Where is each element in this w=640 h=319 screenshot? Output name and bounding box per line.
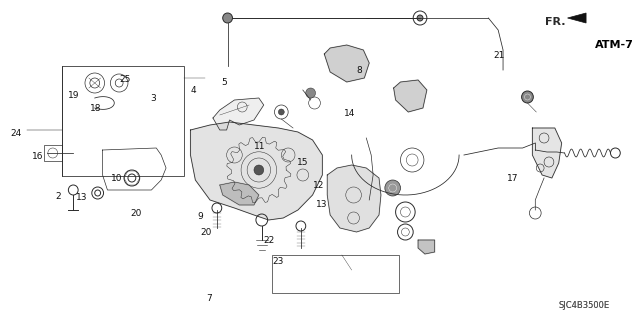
Bar — [61, 66, 184, 176]
Circle shape — [385, 180, 401, 196]
Circle shape — [278, 109, 284, 115]
Text: 11: 11 — [253, 142, 265, 151]
Text: 8: 8 — [356, 66, 362, 75]
Polygon shape — [327, 165, 381, 232]
Text: 24: 24 — [10, 130, 21, 138]
Circle shape — [306, 88, 316, 98]
Bar — [44, 145, 61, 161]
Text: 22: 22 — [263, 236, 275, 245]
Text: 13: 13 — [76, 193, 87, 202]
Text: 25: 25 — [119, 75, 131, 84]
Text: 13: 13 — [316, 200, 328, 209]
Polygon shape — [220, 182, 259, 205]
Text: FR.: FR. — [545, 17, 566, 27]
Circle shape — [254, 165, 264, 175]
Text: 15: 15 — [298, 158, 309, 167]
Text: 20: 20 — [131, 209, 142, 218]
Polygon shape — [213, 98, 264, 130]
Polygon shape — [324, 45, 369, 82]
Text: 12: 12 — [313, 181, 324, 189]
Bar — [271, 255, 399, 293]
Text: 20: 20 — [200, 228, 212, 237]
Text: ATM-7: ATM-7 — [595, 40, 634, 50]
Polygon shape — [418, 240, 435, 254]
Polygon shape — [394, 80, 427, 112]
Text: 9: 9 — [197, 212, 203, 221]
Text: 17: 17 — [507, 174, 518, 183]
Text: SJC4B3500E: SJC4B3500E — [559, 300, 610, 309]
Text: 14: 14 — [344, 109, 356, 118]
Text: 5: 5 — [221, 78, 227, 87]
Text: 18: 18 — [90, 104, 101, 113]
Text: 2: 2 — [55, 192, 61, 201]
Text: 10: 10 — [111, 174, 123, 183]
Circle shape — [417, 15, 423, 21]
Text: 19: 19 — [68, 91, 79, 100]
Polygon shape — [568, 13, 586, 23]
Text: 4: 4 — [191, 86, 196, 95]
Circle shape — [223, 13, 232, 23]
Text: 7: 7 — [207, 294, 212, 303]
Text: 3: 3 — [150, 94, 156, 103]
Polygon shape — [532, 128, 562, 178]
Text: 23: 23 — [273, 257, 284, 266]
Circle shape — [522, 91, 533, 103]
Text: 21: 21 — [493, 51, 504, 60]
Text: 16: 16 — [32, 152, 44, 161]
Polygon shape — [191, 122, 323, 220]
Text: SJC4B3500E: SJC4B3500E — [559, 300, 610, 309]
